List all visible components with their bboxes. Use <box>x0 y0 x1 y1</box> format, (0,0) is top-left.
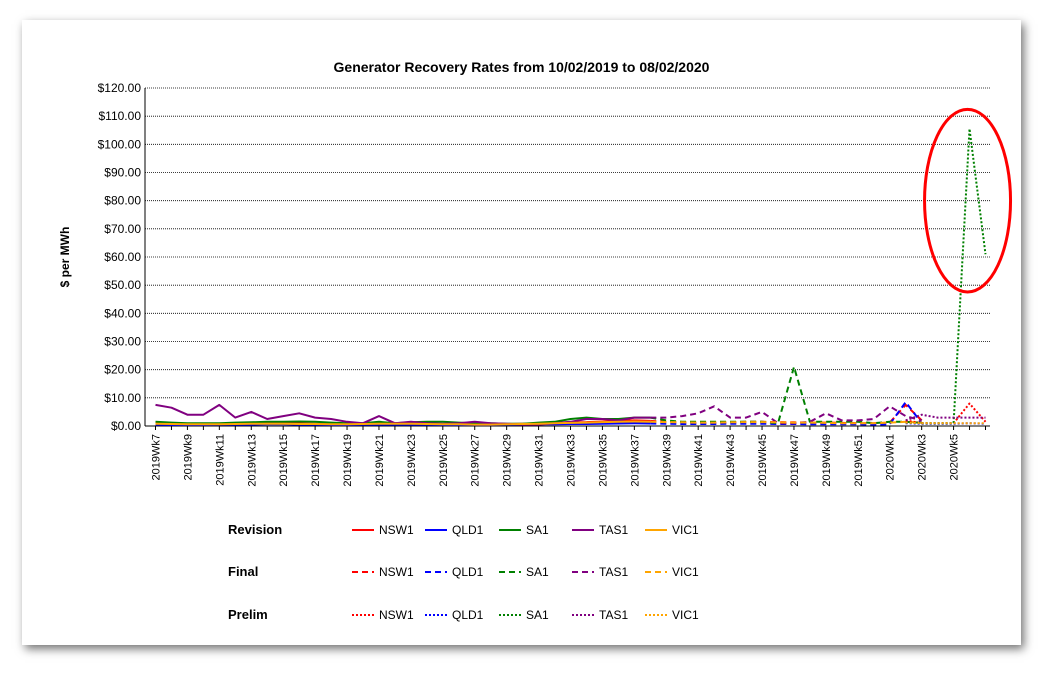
x-tick-label: 2019Wk23 <box>406 434 418 487</box>
y-tick-label: $40.00 <box>104 306 141 320</box>
x-tick-label: 2019Wk39 <box>661 434 673 487</box>
series-prelim-nsw1 <box>905 402 987 425</box>
legend-item-label: QLD1 <box>452 523 484 537</box>
legend-item-label: VIC1 <box>672 608 699 622</box>
y-tick-label: $110.00 <box>99 109 142 123</box>
x-tick-label: 2019Wk51 <box>853 434 865 487</box>
legend-item-label: QLD1 <box>452 565 484 579</box>
x-tick-label: 2019Wk45 <box>757 434 769 487</box>
legend-group-label: Revision <box>228 522 282 537</box>
legend-item-label: NSW1 <box>379 608 414 622</box>
x-tick-label: 2019Wk15 <box>278 434 290 487</box>
x-tick-label: 2019Wk29 <box>502 434 514 487</box>
legend-item-label: SA1 <box>526 523 549 537</box>
y-tick-label: $30.00 <box>104 335 141 349</box>
y-tick-label: $90.00 <box>104 166 141 180</box>
series-prelim-tas1 <box>905 413 986 422</box>
y-axis-label: $ per MWh <box>58 227 72 288</box>
x-tick-label: 2020Wk3 <box>917 434 929 480</box>
legend-item-label: TAS1 <box>599 608 628 622</box>
series-final-tas1 <box>650 405 922 425</box>
legend-item-label: SA1 <box>526 608 549 622</box>
legend-item-label: NSW1 <box>379 565 414 579</box>
series-revision-vic1 <box>155 420 651 426</box>
legend-item-label: SA1 <box>526 565 549 579</box>
x-tick-label: 2019Wk41 <box>693 434 705 487</box>
x-tick-label: 2019Wk35 <box>597 434 609 487</box>
x-tick-label: 2019Wk27 <box>470 434 482 487</box>
chart-svg: $0.00 $10.00 $20.00 $30.00 $40.00 $50.00 $60.0… <box>58 81 1013 622</box>
y-tick-label: $120.00 <box>98 81 142 95</box>
x-tick-label: 2019Wk19 <box>342 434 354 487</box>
x-tick-label: 2020Wk5 <box>949 434 961 480</box>
y-tick-label: $50.00 <box>104 278 141 292</box>
x-tick-label: 2019Wk7 <box>151 434 163 480</box>
legend-item-label: NSW1 <box>379 523 414 537</box>
legend-item-label: TAS1 <box>599 523 628 537</box>
y-tick-label: $80.00 <box>104 194 141 208</box>
x-tick-label: 2019Wk33 <box>566 434 578 487</box>
y-tick-label: $100.00 <box>98 137 142 151</box>
x-tick-label: 2019Wk13 <box>246 434 258 487</box>
x-tick-label: 2019Wk21 <box>374 434 386 487</box>
x-tick-label: 2019Wk47 <box>789 434 801 487</box>
legend-group-label: Prelim <box>228 607 268 622</box>
series-prelim-sa1 <box>905 127 987 425</box>
x-tick-label: 2019Wk25 <box>438 434 450 487</box>
x-tick-label: 2019Wk49 <box>821 434 833 487</box>
legend-item-label: VIC1 <box>672 565 699 579</box>
x-tick-label: 2019Wk43 <box>725 434 737 487</box>
y-tick-label: $70.00 <box>104 222 141 236</box>
x-tick-label: 2019Wk9 <box>182 434 194 480</box>
x-tick-label: 2019Wk37 <box>629 434 641 487</box>
legend-item-label: QLD1 <box>452 608 484 622</box>
x-tick-label: 2019Wk11 <box>214 434 226 486</box>
y-tick-label: $10.00 <box>104 391 141 405</box>
y-tick-label: $20.00 <box>104 363 141 377</box>
y-tick-label: $0.00 <box>111 419 141 433</box>
x-tick-label: 2019Wk17 <box>310 434 322 487</box>
x-tick-label: 2019Wk31 <box>534 434 546 487</box>
chart-card: Generator Recovery Rates from 10/02/2019… <box>22 20 1021 645</box>
series-prelim-vic1 <box>905 421 986 425</box>
chart-title: Generator Recovery Rates from 10/02/2019… <box>333 59 710 75</box>
highlight-ellipse <box>923 107 1013 294</box>
series-final-vic1 <box>650 420 922 425</box>
series-revision-tas1 <box>155 403 651 426</box>
y-tick-label: $60.00 <box>104 250 141 264</box>
legend-item-label: TAS1 <box>599 565 628 579</box>
legend-group-label: Final <box>228 564 258 579</box>
x-tick-label: 2020Wk1 <box>885 434 897 480</box>
legend-item-label: VIC1 <box>672 523 699 537</box>
